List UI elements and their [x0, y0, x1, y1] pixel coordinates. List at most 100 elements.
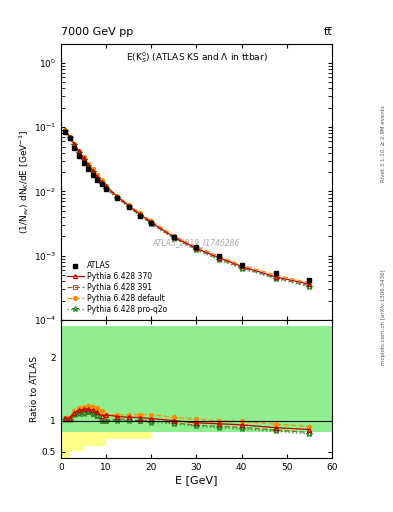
ATLAS	[95, 177, 99, 183]
Pythia 6.428 370	[239, 263, 244, 269]
Pythia 6.428 pro-q2o	[217, 257, 222, 263]
Pythia 6.428 391	[149, 220, 154, 226]
Text: Rivet 3.1.10, ≥ 2.9M events: Rivet 3.1.10, ≥ 2.9M events	[381, 105, 386, 182]
Pythia 6.428 pro-q2o	[194, 247, 199, 253]
ATLAS	[68, 135, 72, 141]
Pythia 6.428 370	[149, 219, 154, 225]
Pythia 6.428 370	[86, 162, 90, 168]
Text: mcplots.cern.ch [arXiv:1306.3436]: mcplots.cern.ch [arXiv:1306.3436]	[381, 270, 386, 365]
Pythia 6.428 391	[239, 265, 244, 271]
Pythia 6.428 370	[90, 167, 95, 174]
Pythia 6.428 391	[307, 283, 312, 289]
Pythia 6.428 default	[149, 218, 154, 224]
Pythia 6.428 391	[217, 256, 222, 262]
Pythia 6.428 default	[81, 154, 86, 160]
X-axis label: E [GeV]: E [GeV]	[175, 475, 218, 485]
Pythia 6.428 default	[217, 253, 222, 260]
Pythia 6.428 default	[68, 134, 72, 140]
Pythia 6.428 391	[81, 156, 86, 162]
ATLAS	[149, 220, 154, 226]
Pythia 6.428 default	[138, 210, 142, 216]
Y-axis label: Ratio to ATLAS: Ratio to ATLAS	[30, 356, 39, 422]
Pythia 6.428 pro-q2o	[115, 195, 120, 201]
Pythia 6.428 pro-q2o	[138, 212, 142, 219]
Pythia 6.428 391	[90, 169, 95, 175]
Pythia 6.428 370	[81, 155, 86, 161]
Pythia 6.428 pro-q2o	[68, 135, 72, 141]
Pythia 6.428 391	[95, 175, 99, 181]
Pythia 6.428 370	[307, 281, 312, 287]
Pythia 6.428 370	[77, 148, 81, 155]
ATLAS	[115, 195, 120, 201]
Line: Pythia 6.428 391: Pythia 6.428 391	[63, 129, 312, 288]
Pythia 6.428 391	[171, 235, 176, 241]
Pythia 6.428 default	[86, 161, 90, 167]
Pythia 6.428 391	[68, 135, 72, 141]
Pythia 6.428 default	[194, 244, 199, 250]
ATLAS	[77, 153, 81, 159]
Pythia 6.428 391	[194, 246, 199, 252]
ATLAS	[194, 244, 199, 250]
ATLAS	[138, 212, 142, 219]
ATLAS	[273, 270, 278, 276]
Pythia 6.428 391	[86, 163, 90, 169]
Pythia 6.428 370	[217, 254, 222, 261]
Pythia 6.428 pro-q2o	[273, 275, 278, 282]
Pythia 6.428 pro-q2o	[86, 163, 90, 169]
Pythia 6.428 391	[72, 142, 77, 148]
Pythia 6.428 370	[68, 134, 72, 140]
Pythia 6.428 default	[77, 147, 81, 154]
ATLAS	[239, 262, 244, 268]
Pythia 6.428 370	[72, 141, 77, 147]
Pythia 6.428 391	[104, 186, 108, 192]
ATLAS	[86, 166, 90, 173]
Pythia 6.428 pro-q2o	[149, 221, 154, 227]
Pythia 6.428 default	[239, 262, 244, 268]
Pythia 6.428 pro-q2o	[72, 142, 77, 148]
Pythia 6.428 pro-q2o	[99, 181, 104, 187]
Line: Pythia 6.428 370: Pythia 6.428 370	[63, 129, 312, 286]
Pythia 6.428 default	[99, 177, 104, 183]
Pythia 6.428 370	[138, 211, 142, 218]
Pythia 6.428 pro-q2o	[63, 129, 68, 135]
Y-axis label: (1/N$_{ev}$) dN$_K$/dE [GeV$^{-1}$]: (1/N$_{ev}$) dN$_K$/dE [GeV$^{-1}$]	[17, 130, 31, 234]
Legend: ATLAS, Pythia 6.428 370, Pythia 6.428 391, Pythia 6.428 default, Pythia 6.428 pr: ATLAS, Pythia 6.428 370, Pythia 6.428 39…	[65, 259, 169, 316]
Pythia 6.428 370	[194, 245, 199, 251]
Pythia 6.428 default	[307, 280, 312, 286]
Pythia 6.428 370	[63, 127, 68, 134]
ATLAS	[307, 277, 312, 283]
ATLAS	[171, 234, 176, 240]
Pythia 6.428 default	[63, 127, 68, 134]
Line: ATLAS: ATLAS	[63, 129, 312, 282]
ATLAS	[99, 181, 104, 187]
Pythia 6.428 pro-q2o	[81, 157, 86, 163]
ATLAS	[104, 186, 108, 192]
ATLAS	[217, 253, 222, 260]
Pythia 6.428 391	[63, 128, 68, 134]
Pythia 6.428 391	[99, 181, 104, 187]
Pythia 6.428 pro-q2o	[104, 186, 108, 192]
Pythia 6.428 391	[126, 204, 131, 210]
Pythia 6.428 391	[273, 275, 278, 281]
Pythia 6.428 391	[138, 212, 142, 219]
Pythia 6.428 default	[95, 172, 99, 178]
ATLAS	[81, 160, 86, 166]
Pythia 6.428 370	[104, 183, 108, 189]
ATLAS	[63, 129, 68, 135]
Text: E(K$_S^0$) (ATLAS KS and $\Lambda$ in ttbar): E(K$_S^0$) (ATLAS KS and $\Lambda$ in tt…	[126, 51, 267, 66]
Text: ATLAS_2019_I1746286: ATLAS_2019_I1746286	[153, 238, 240, 247]
Pythia 6.428 default	[90, 166, 95, 173]
Pythia 6.428 pro-q2o	[90, 169, 95, 175]
Pythia 6.428 default	[171, 232, 176, 239]
Pythia 6.428 pro-q2o	[307, 284, 312, 290]
Line: Pythia 6.428 default: Pythia 6.428 default	[63, 129, 312, 285]
ATLAS	[90, 172, 95, 178]
ATLAS	[72, 144, 77, 151]
Pythia 6.428 pro-q2o	[126, 204, 131, 210]
Pythia 6.428 370	[126, 203, 131, 209]
Pythia 6.428 391	[77, 149, 81, 155]
Pythia 6.428 pro-q2o	[171, 236, 176, 242]
Pythia 6.428 370	[99, 179, 104, 185]
Line: Pythia 6.428 pro-q2o: Pythia 6.428 pro-q2o	[62, 129, 312, 289]
Pythia 6.428 default	[115, 193, 120, 199]
